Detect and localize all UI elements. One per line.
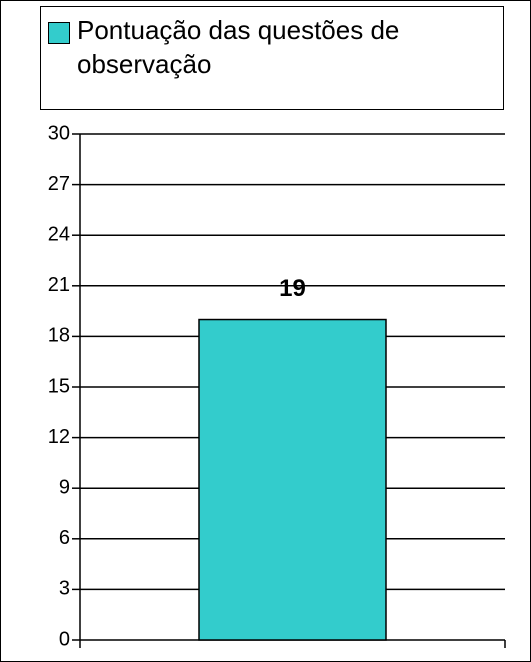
y-tick-label: 24 bbox=[48, 223, 70, 245]
y-tick-label: 18 bbox=[48, 325, 70, 347]
y-tick-label: 15 bbox=[48, 375, 70, 397]
legend: Pontuação das questões de observação bbox=[40, 6, 504, 110]
y-tick-label: 21 bbox=[48, 274, 70, 296]
bar bbox=[198, 318, 387, 641]
legend-swatch bbox=[48, 22, 70, 44]
y-tick-label: 3 bbox=[59, 578, 70, 600]
y-tick-label: 6 bbox=[59, 527, 70, 549]
legend-label: Pontuação das questões de observação bbox=[77, 15, 400, 79]
y-tick-label: 30 bbox=[48, 122, 70, 144]
y-tick-label: 27 bbox=[48, 173, 70, 195]
y-tick-label: 0 bbox=[59, 628, 70, 650]
y-tick-label: 9 bbox=[59, 476, 70, 498]
data-label: 19 bbox=[279, 275, 306, 302]
y-tick-label: 12 bbox=[48, 426, 70, 448]
